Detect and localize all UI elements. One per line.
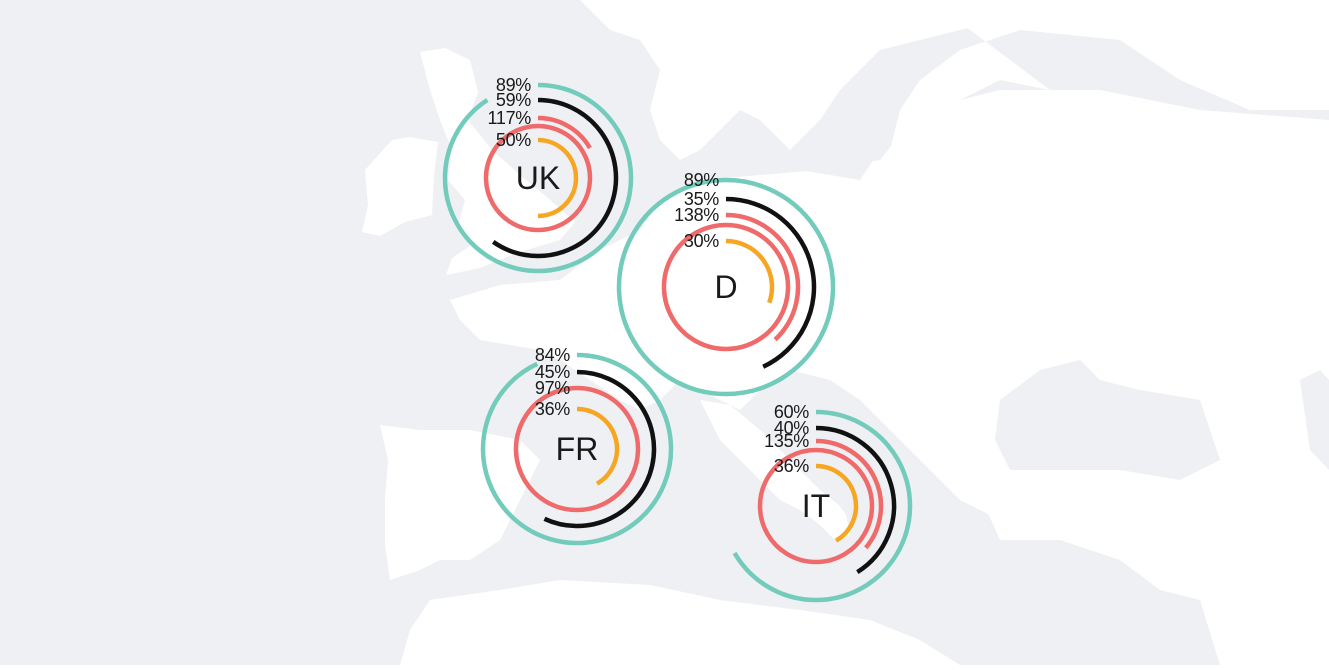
land-north-africa xyxy=(400,580,960,665)
orange-ring-arc-fr xyxy=(576,406,620,486)
country-chart-uk: 89%59%117%50% UK xyxy=(442,75,634,274)
red-ring-arc-uk xyxy=(537,115,592,150)
ring-value-label: 30% xyxy=(684,231,719,251)
country-label: UK xyxy=(516,160,560,196)
sea-baltic xyxy=(790,40,940,180)
country-chart-fr: 84%45%97%36% FR xyxy=(480,345,674,546)
ring-value-label: 50% xyxy=(496,130,531,150)
red-ring-full-it xyxy=(757,447,875,565)
country-label: D xyxy=(714,269,737,305)
ring-value-label: 138% xyxy=(674,205,719,225)
ring-value-label: 89% xyxy=(496,75,531,95)
red-ring-full-uk xyxy=(483,123,593,233)
black-ring-arc-d xyxy=(725,196,817,369)
orange-ring-arc-it xyxy=(815,463,859,543)
land-masses xyxy=(362,0,1329,665)
black-ring-arc-fr xyxy=(543,369,657,529)
country-label: IT xyxy=(802,488,830,524)
ring-value-label: 36% xyxy=(535,399,570,419)
black-ring-arc-it xyxy=(815,425,897,575)
orange-ring-arc-uk xyxy=(537,137,579,219)
ring-value-label: 97% xyxy=(535,378,570,398)
ring-value-label: 89% xyxy=(684,170,719,190)
ring-value-label: 36% xyxy=(774,456,809,476)
land-scandinavia xyxy=(580,0,1020,160)
land-ireland xyxy=(362,137,438,236)
ring-value-label: 59% xyxy=(496,90,531,110)
red-ring-arc-it xyxy=(815,438,884,550)
orange-ring-arc-d xyxy=(725,238,775,304)
ring-value-label: 135% xyxy=(764,431,809,451)
ring-value-label: 40% xyxy=(774,418,809,438)
country-chart-it: 60%40%135% 36% IT xyxy=(732,402,913,603)
teal-ring-arc-d xyxy=(616,177,836,397)
teal-ring-arc-it xyxy=(732,409,913,603)
red-ring-arc-d xyxy=(725,212,801,342)
country-chart-d: 89%35%138% 30% D xyxy=(616,170,836,397)
land-finland-baltics xyxy=(880,0,1329,200)
radial-charts: 89%59%117%50%UK 89%35%138%30%D84%45%97%36… xyxy=(442,75,913,603)
sea-caspian xyxy=(1300,370,1329,470)
ring-value-label: 45% xyxy=(535,362,570,382)
country-label: FR xyxy=(556,431,599,467)
land-turkey xyxy=(980,470,1180,540)
ring-value-label: 84% xyxy=(535,345,570,365)
red-ring-arc-fr xyxy=(513,385,641,513)
ring-value-label: 35% xyxy=(684,189,719,209)
teal-ring-arc-fr xyxy=(480,352,674,546)
ring-value-label: 117% xyxy=(487,108,531,128)
teal-ring-arc-uk xyxy=(442,82,634,274)
black-ring-arc-uk xyxy=(491,97,619,259)
ring-value-label: 60% xyxy=(774,402,809,422)
sea-black-sea xyxy=(995,360,1220,480)
land-great-britain xyxy=(420,48,575,275)
land-iberia xyxy=(380,425,540,580)
sea-adriatic xyxy=(760,400,870,520)
red-ring-full-d xyxy=(661,222,791,352)
